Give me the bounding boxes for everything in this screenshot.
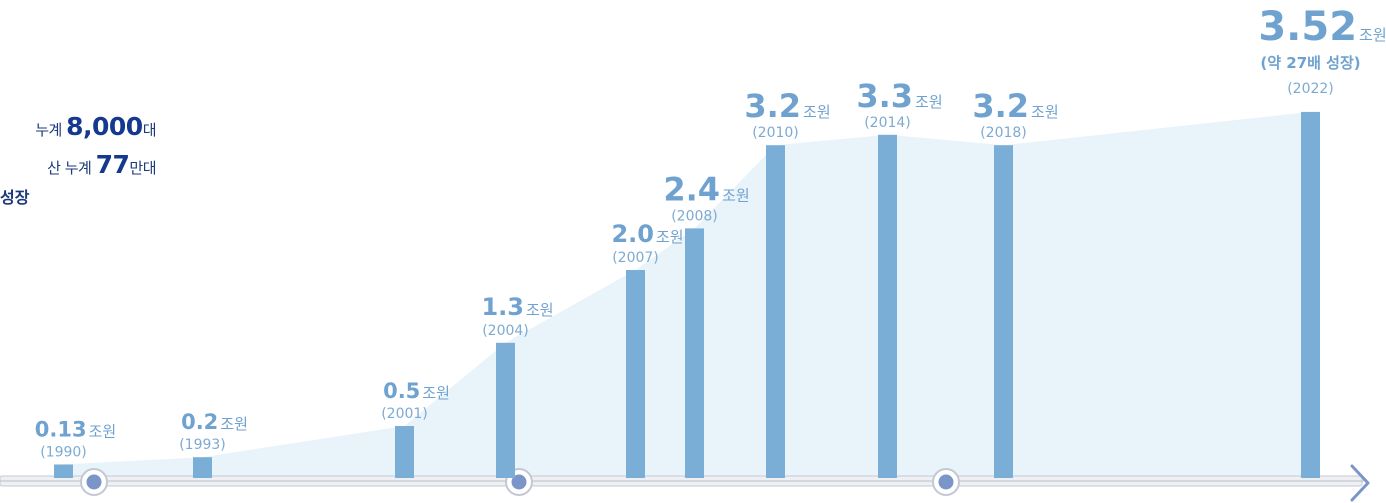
year-label-2018: (2018) [980, 125, 1027, 141]
value-number-2007: 2.0 [611, 220, 654, 248]
labels-layer: 0.13 조원(1990)0.2 조원(1993)0.5 조원(2001)1.3 조원(… [35, 4, 1386, 460]
timeline-marker-dot-3 [938, 474, 954, 490]
value-label-2018: 3.2 조원 [972, 87, 1058, 125]
value-label-2014: 3.3 조원 [856, 77, 942, 115]
year-label-2008: (2008) [671, 208, 718, 224]
value-unit-2018: 조원 [1031, 103, 1059, 121]
value-unit-1990: 조원 [89, 422, 117, 440]
value-label-2022: 3.52 조원 [1258, 4, 1386, 50]
bar-2014 [878, 134, 897, 479]
value-unit-2022: 조원 [1359, 26, 1386, 44]
value-label-1993: 0.2 조원 [181, 410, 248, 434]
value-label-2001: 0.5 조원 [383, 379, 450, 403]
year-label-2014: (2014) [864, 115, 911, 131]
side-note-line-1-unit: 대 [142, 121, 157, 139]
bar-2007 [626, 270, 645, 478]
bar-2004 [496, 342, 515, 478]
bar-2001 [395, 426, 414, 478]
side-note-line-1: 누계 8,000대 [35, 112, 156, 141]
side-note-panel: 누계 8,000대 산 누계 77만대 성장 [0, 0, 170, 230]
bar-2022 [1301, 111, 1320, 479]
value-label-2004: 1.3 조원 [481, 293, 553, 321]
bar-1993 [193, 457, 212, 478]
side-note-line-2-prefix: 산 누계 [47, 159, 92, 177]
value-unit-2001: 조원 [422, 384, 450, 402]
timeline-axis [0, 464, 1370, 502]
bars-layer [54, 111, 1320, 479]
side-note-line-2-value: 77 [95, 150, 130, 179]
year-label-1993: (1993) [179, 437, 226, 453]
year-label-2010: (2010) [752, 125, 799, 141]
value-number-1990: 0.13 [35, 417, 87, 441]
side-note-line-2: 산 누계 77만대 [47, 150, 156, 179]
value-number-2022: 3.52 [1258, 4, 1357, 50]
value-unit-2008: 조원 [722, 186, 750, 204]
value-unit-2004: 조원 [526, 301, 554, 319]
side-note-line-2-unit: 만대 [129, 159, 156, 177]
value-label-2010: 3.2 조원 [744, 87, 830, 125]
value-unit-2007: 조원 [656, 228, 684, 246]
bar-2010 [766, 145, 785, 478]
bar-1990 [54, 464, 73, 478]
side-note-line-1-prefix: 누계 [35, 121, 62, 139]
value-number-2010: 3.2 [744, 87, 801, 125]
timeline-marker-dot-1 [86, 474, 102, 490]
year-label-2001: (2001) [381, 406, 428, 422]
value-unit-2014: 조원 [915, 93, 943, 111]
value-number-2018: 3.2 [972, 87, 1029, 125]
timeline-marker-dot-2 [511, 474, 527, 490]
side-note-line-1-value: 8,000 [66, 112, 143, 141]
value-label-2008: 2.4 조원 [663, 170, 749, 208]
year-label-2007: (2007) [612, 250, 659, 266]
value-unit-1993: 조원 [220, 415, 248, 433]
year-label-2004: (2004) [482, 323, 529, 339]
value-label-2007: 2.0 조원 [611, 220, 683, 248]
bar-2018 [994, 145, 1013, 478]
timeline-arrow-icon [1350, 464, 1370, 502]
value-number-2008: 2.4 [663, 170, 720, 208]
growth-annotation: (약 27배 성장) [1260, 54, 1360, 72]
year-label-2022: (2022) [1287, 81, 1334, 97]
year-label-1990: (1990) [40, 444, 87, 460]
value-number-2001: 0.5 [383, 379, 420, 403]
value-number-2014: 3.3 [856, 77, 913, 115]
value-unit-2010: 조원 [803, 103, 831, 121]
side-note-line-3: 성장 [0, 188, 30, 207]
value-label-1990: 0.13 조원 [35, 417, 116, 441]
bar-2008 [685, 228, 704, 478]
value-number-2004: 1.3 [481, 293, 524, 321]
value-number-1993: 0.2 [181, 410, 218, 434]
